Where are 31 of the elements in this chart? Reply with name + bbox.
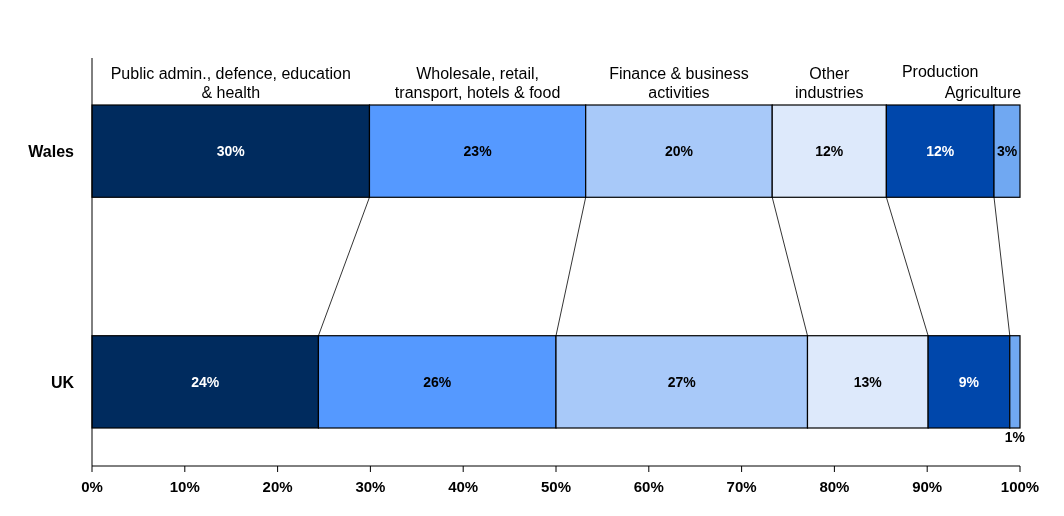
data-label: 27%: [667, 373, 697, 390]
data-label: 24%: [191, 373, 220, 390]
x-tick-label: 80%: [819, 478, 850, 495]
x-tick-label: 60%: [633, 478, 664, 495]
data-label: 12%: [815, 143, 844, 160]
y-tick-label: UK: [50, 373, 75, 391]
data-label: 20%: [664, 143, 694, 160]
data-label: 26%: [423, 373, 452, 390]
x-tick-label: 20%: [262, 478, 293, 495]
data-label: 13%: [853, 373, 883, 390]
x-tick-label: 30%: [355, 478, 386, 495]
x-tick-label: 0%: [81, 478, 103, 495]
x-tick-label: 10%: [169, 478, 200, 495]
x-tick-label: 90%: [912, 478, 943, 495]
data-label: 1%: [1004, 429, 1026, 445]
y-tick-label: Wales: [28, 143, 75, 161]
data-label: 30%: [216, 143, 246, 160]
x-tick-label: 50%: [540, 478, 572, 495]
x-tick-label: 40%: [448, 478, 479, 495]
series-label: Finance & business activities: [609, 65, 749, 101]
x-tick-label: 70%: [726, 478, 757, 495]
series-label: Wholesale, retail, transport, hotels & food: [394, 65, 561, 101]
series-label: Other industries: [795, 65, 864, 101]
data-label: 12%: [926, 143, 955, 160]
x-tick-label: 100%: [1000, 478, 1040, 495]
series-label: Agriculture: [944, 84, 1022, 101]
series-label: Public admin., defence, education & health: [110, 65, 351, 101]
data-label: 3%: [996, 143, 1018, 160]
data-label: 9%: [958, 373, 980, 390]
data-label: 23%: [463, 143, 493, 160]
series-label: Production: [901, 63, 979, 80]
